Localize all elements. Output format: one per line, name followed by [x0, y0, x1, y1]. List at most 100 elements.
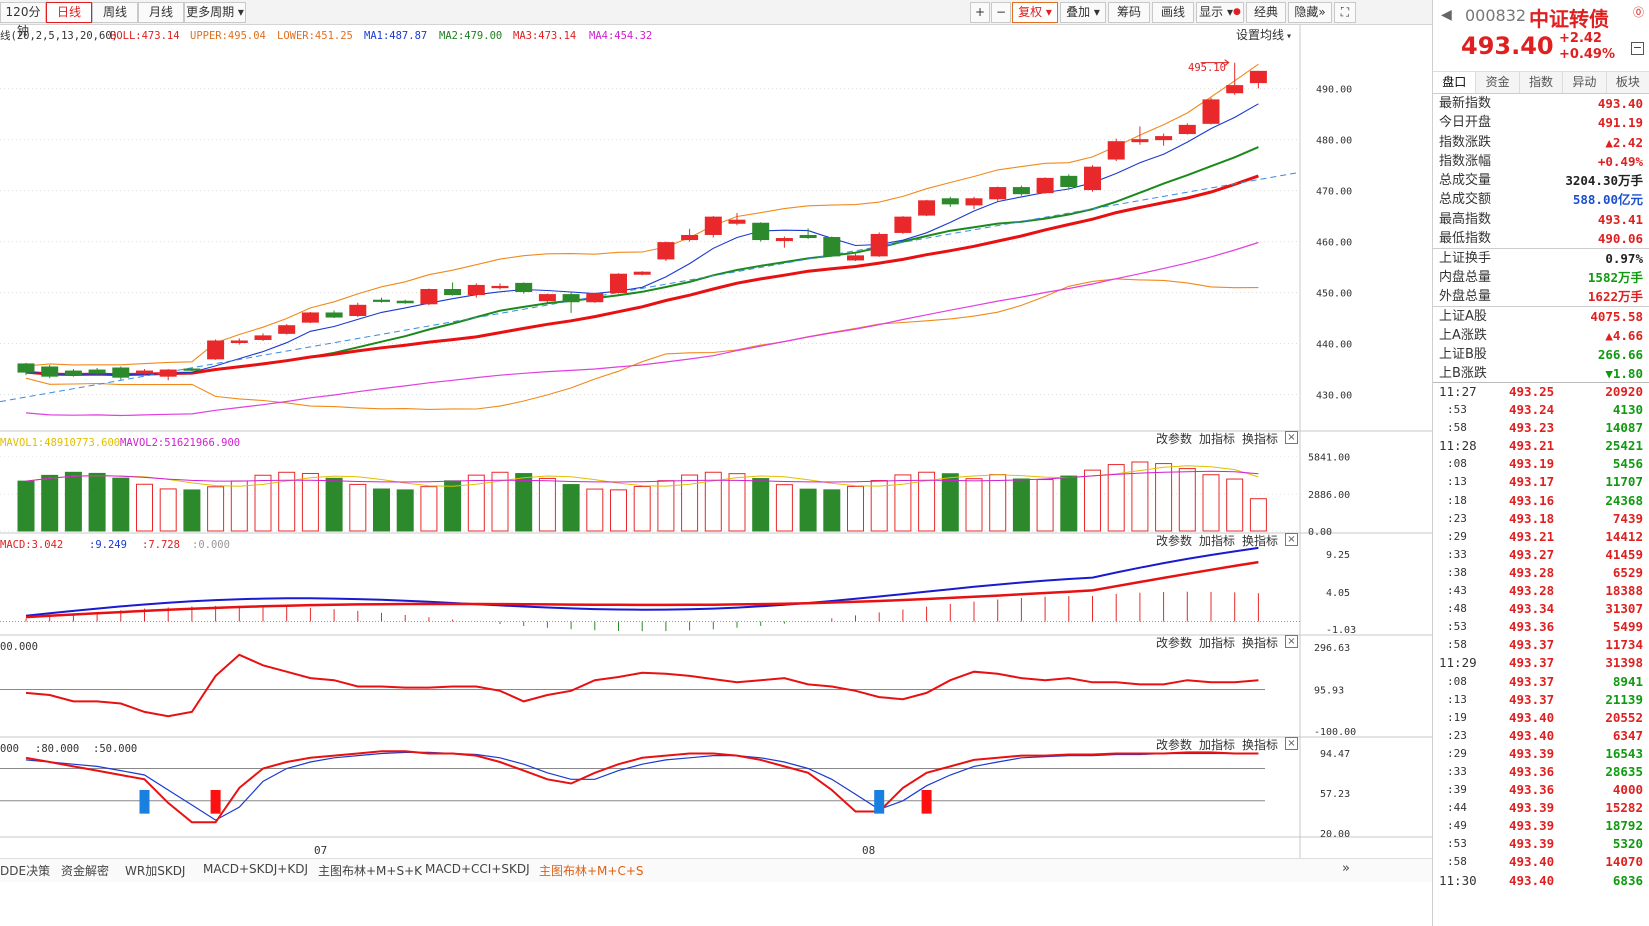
- zoom-out-button[interactable]: −: [991, 2, 1011, 23]
- tick-time: :53: [1447, 837, 1467, 851]
- candle-body: [610, 273, 627, 294]
- zoom-in-button[interactable]: +: [970, 2, 990, 23]
- candle-body: [420, 289, 438, 305]
- tick-price: 493.16: [1509, 492, 1555, 508]
- tab-pankou[interactable]: 盘口: [1433, 72, 1477, 93]
- collapse-icon[interactable]: −: [1631, 41, 1644, 55]
- tick-row: 11:29 493.37 31398: [1433, 654, 1649, 672]
- switch-indicator-button[interactable]: 换指标: [1242, 432, 1279, 446]
- info-circle-icon[interactable]: ⓪: [1633, 6, 1644, 19]
- close-icon[interactable]: ×: [1285, 533, 1298, 546]
- edit-params-button[interactable]: 改参数: [1156, 636, 1193, 650]
- switch-indicator-button[interactable]: 换指标: [1242, 636, 1279, 650]
- quote-panel: ◀ 000832 中证转债 ⓪ 493.40 +2.42 +0.49% − 盘口 …: [1432, 0, 1649, 926]
- ma-settings-button[interactable]: 设置均线: [1236, 28, 1284, 42]
- period-monthly-button[interactable]: 月线: [138, 2, 184, 23]
- tick-time: :23: [1447, 511, 1467, 525]
- double-chevron-right-icon[interactable]: »: [1342, 861, 1350, 876]
- candle-body: [918, 200, 936, 216]
- tab-dde[interactable]: DDE决策: [0, 864, 51, 878]
- switch-indicator-button[interactable]: 换指标: [1242, 534, 1279, 548]
- tab-wr-skdj[interactable]: WR加SKDJ: [125, 864, 186, 878]
- tab-boll-mcs[interactable]: 主图布林+M+C+S: [539, 864, 644, 878]
- chevron-down-icon: ▾: [1286, 31, 1292, 42]
- chart-svg[interactable]: 490.00 480.00 470.00 460.00 450.00 440.00 430.…: [0, 25, 1432, 860]
- tick-price: 493.39: [1509, 745, 1555, 761]
- quote-value: 493.41: [1597, 211, 1643, 227]
- volume-bar: [728, 473, 746, 532]
- more-periods-button[interactable]: 更多周期 ▾: [184, 2, 246, 23]
- tick-row: :19 493.40 20552: [1433, 709, 1649, 727]
- add-indicator-button[interactable]: 加指标: [1199, 534, 1236, 548]
- tab-macd-skdj-kdj[interactable]: MACD+SKDJ+KDJ: [203, 862, 308, 876]
- add-indicator-button[interactable]: 加指标: [1199, 432, 1236, 446]
- kdj-pane: 94.47 57.23 20.00: [0, 749, 1350, 840]
- arrow-icon: [1224, 59, 1230, 67]
- candle-body: [467, 284, 485, 296]
- candle-body: [64, 370, 82, 376]
- chevron-left-icon[interactable]: ◀: [1441, 7, 1452, 23]
- tick-row: :13 493.37 21139: [1433, 691, 1649, 709]
- tick-row: :38 493.28 6529: [1433, 564, 1649, 582]
- edit-params-button[interactable]: 改参数: [1156, 432, 1193, 446]
- tick-row: :58 493.37 11734: [1433, 636, 1649, 654]
- period-daily-button[interactable]: 日线: [46, 2, 92, 23]
- tick-price: 493.21: [1509, 528, 1555, 544]
- tick-price: 493.34: [1509, 601, 1555, 617]
- add-indicator-button[interactable]: 加指标: [1199, 636, 1236, 650]
- edit-params-button[interactable]: 改参数: [1156, 738, 1193, 752]
- adjust-price-button[interactable]: 复权 ▾: [1012, 2, 1058, 23]
- quote-row: 指数涨跌 ▲2.42: [1433, 133, 1649, 152]
- kdj-signal-marker: [921, 790, 932, 814]
- candle-body: [254, 335, 272, 340]
- tick-time: :44: [1447, 801, 1467, 815]
- draw-line-button[interactable]: 画线: [1152, 2, 1194, 23]
- boll-param-label: 线(20,2,5,13,20,60): [0, 29, 118, 42]
- tick-row: :23 493.40 6347: [1433, 727, 1649, 745]
- volume-bar: [918, 471, 936, 532]
- tab-sector[interactable]: 板块: [1606, 72, 1649, 93]
- candle-body: [136, 370, 153, 374]
- candle-body: [207, 340, 225, 360]
- cci-value: 00.000: [0, 641, 38, 653]
- tick-row: :08 493.37 8941: [1433, 673, 1649, 691]
- tick-time: :39: [1447, 783, 1467, 797]
- edit-params-button[interactable]: 改参数: [1156, 534, 1193, 548]
- price-tick-label: 460.00: [1316, 238, 1352, 249]
- tick-volume: 4130: [1612, 402, 1643, 418]
- hide-button[interactable]: 隐藏»: [1288, 2, 1332, 23]
- classic-button[interactable]: 经典: [1246, 2, 1286, 23]
- tick-time: :13: [1447, 475, 1467, 489]
- close-icon[interactable]: ×: [1285, 635, 1298, 648]
- tab-boll-msk[interactable]: 主图布林+M+S+K: [318, 864, 423, 878]
- period-weekly-button[interactable]: 周线: [92, 2, 138, 23]
- volume-bar: [775, 484, 793, 532]
- close-icon[interactable]: ×: [1285, 737, 1298, 750]
- tick-list: 11:27 493.25 20920:53 493.24 4130:58 493.23 14…: [1433, 382, 1649, 890]
- tick-volume: 11734: [1605, 637, 1643, 653]
- quote-value: 493.40: [1597, 96, 1643, 111]
- quote-row: 指数涨幅 +0.49%: [1433, 152, 1649, 171]
- display-button[interactable]: 显示 ▾●: [1196, 2, 1244, 23]
- tab-movement[interactable]: 异动: [1563, 72, 1607, 93]
- tick-time: :29: [1447, 529, 1467, 543]
- tab-macd-cci-skdj[interactable]: MACD+CCI+SKDJ: [425, 862, 530, 876]
- tick-volume: 16543: [1605, 745, 1643, 761]
- tick-price: 493.39: [1509, 818, 1555, 834]
- tick-volume: 11707: [1605, 474, 1643, 490]
- fullscreen-icon[interactable]: ⛶: [1334, 2, 1356, 23]
- period-120min-button[interactable]: 120分钟: [0, 2, 46, 38]
- kdj-tick-label: 20.00: [1320, 829, 1350, 840]
- volume-bar: [1060, 475, 1078, 532]
- tab-index[interactable]: 指数: [1519, 72, 1564, 93]
- overlay-button[interactable]: 叠加 ▾: [1060, 2, 1106, 23]
- close-icon[interactable]: ×: [1285, 431, 1298, 444]
- chevron-down-icon: ▾: [234, 5, 244, 19]
- kdj-tick-label: 57.23: [1320, 789, 1350, 800]
- add-indicator-button[interactable]: 加指标: [1199, 738, 1236, 752]
- tab-fund[interactable]: 资金解密: [61, 864, 110, 878]
- chips-button[interactable]: 筹码: [1108, 2, 1150, 23]
- chart-area[interactable]: 490.00 480.00 470.00 460.00 450.00 440.00 430.…: [0, 25, 1432, 910]
- tab-fund-flow[interactable]: 资金: [1476, 72, 1520, 93]
- switch-indicator-button[interactable]: 换指标: [1242, 738, 1279, 752]
